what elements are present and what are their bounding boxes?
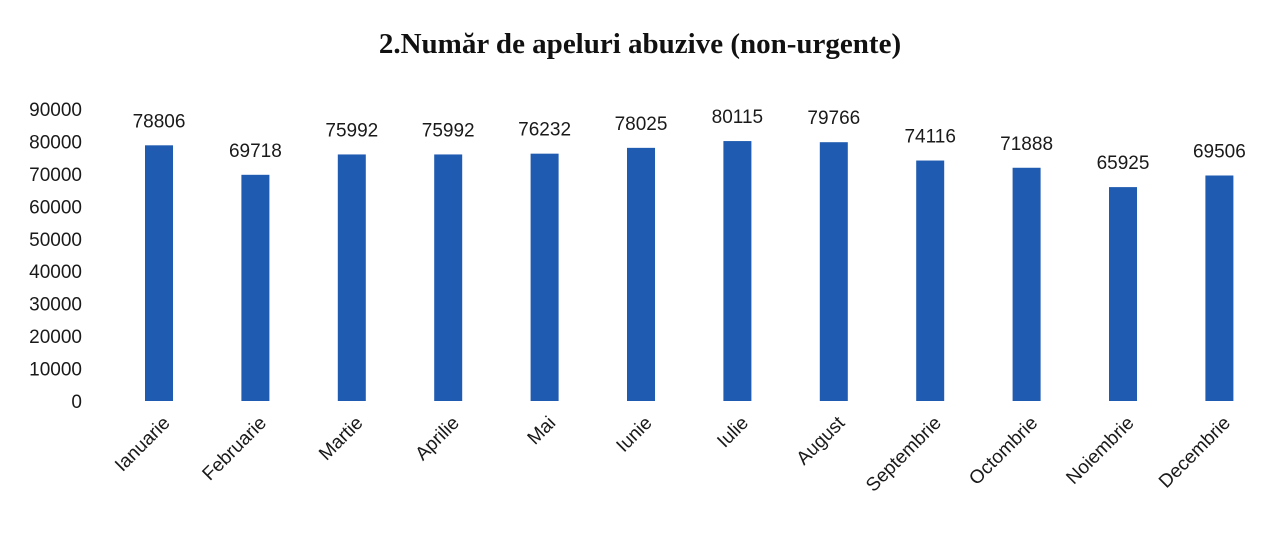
bar	[1109, 187, 1137, 401]
x-tick-label: August	[793, 412, 850, 469]
data-label: 65925	[1097, 153, 1150, 174]
chart-title: 2.Număr de apeluri abuzive (non-urgente)	[378, 28, 902, 60]
data-label: 78806	[133, 111, 186, 132]
x-tick-label: Decembrie	[1155, 413, 1235, 493]
data-label: 74116	[904, 127, 955, 148]
data-label: 80115	[712, 107, 763, 128]
y-tick-label: 50000	[29, 230, 82, 251]
data-label: 69506	[1193, 141, 1246, 162]
bar	[434, 154, 463, 401]
x-tick-label: Martie	[315, 413, 367, 465]
data-labels: 78806 69718 75992 75992 76232 78025 80115 79766…	[133, 107, 1246, 174]
bar	[627, 147, 655, 401]
y-tick-label: 0	[71, 392, 82, 413]
data-label: 78025	[615, 114, 668, 135]
y-tick-label: 40000	[29, 262, 82, 283]
bar	[723, 141, 752, 401]
x-tick-label: Octombrie	[965, 413, 1042, 490]
bar	[241, 174, 270, 401]
bars	[145, 141, 1234, 401]
x-tick-label: Iulie	[713, 413, 752, 452]
bar	[1012, 167, 1041, 401]
bar	[145, 145, 173, 401]
y-tick-label: 10000	[29, 360, 82, 381]
y-tick-label: 90000	[29, 100, 82, 121]
x-tick-label: Februarie	[199, 413, 271, 485]
x-tick-label: Aprilie	[412, 413, 464, 465]
y-tick-label: 20000	[29, 327, 82, 348]
bar	[916, 160, 945, 401]
x-tick-label: Mai	[524, 413, 561, 450]
bar	[1205, 175, 1234, 401]
y-tick-label: 70000	[29, 165, 82, 186]
data-label: 79766	[807, 108, 860, 129]
y-axis-ticks: 0 10000 20000 30000 40000 50000 60000 70000 8000…	[29, 100, 82, 413]
data-label: 75992	[422, 120, 475, 141]
x-tick-label: Noiembrie	[1062, 413, 1138, 489]
data-label: 69718	[229, 141, 282, 162]
data-label: 76232	[518, 120, 571, 141]
x-axis-ticks: Ianuarie Februarie Martie Aprilie Mai Iunie Iu…	[111, 412, 1235, 496]
bar	[819, 142, 848, 401]
x-tick-label: Septembrie	[862, 413, 946, 497]
bar	[530, 153, 559, 401]
y-tick-label: 80000	[29, 132, 82, 153]
bar	[337, 154, 366, 401]
data-label: 71888	[1000, 134, 1053, 155]
x-tick-label: Iunie	[613, 413, 657, 457]
data-label: 75992	[325, 120, 378, 141]
y-tick-label: 60000	[29, 197, 82, 218]
x-tick-label: Ianuarie	[111, 413, 174, 476]
y-tick-label: 30000	[29, 295, 82, 316]
